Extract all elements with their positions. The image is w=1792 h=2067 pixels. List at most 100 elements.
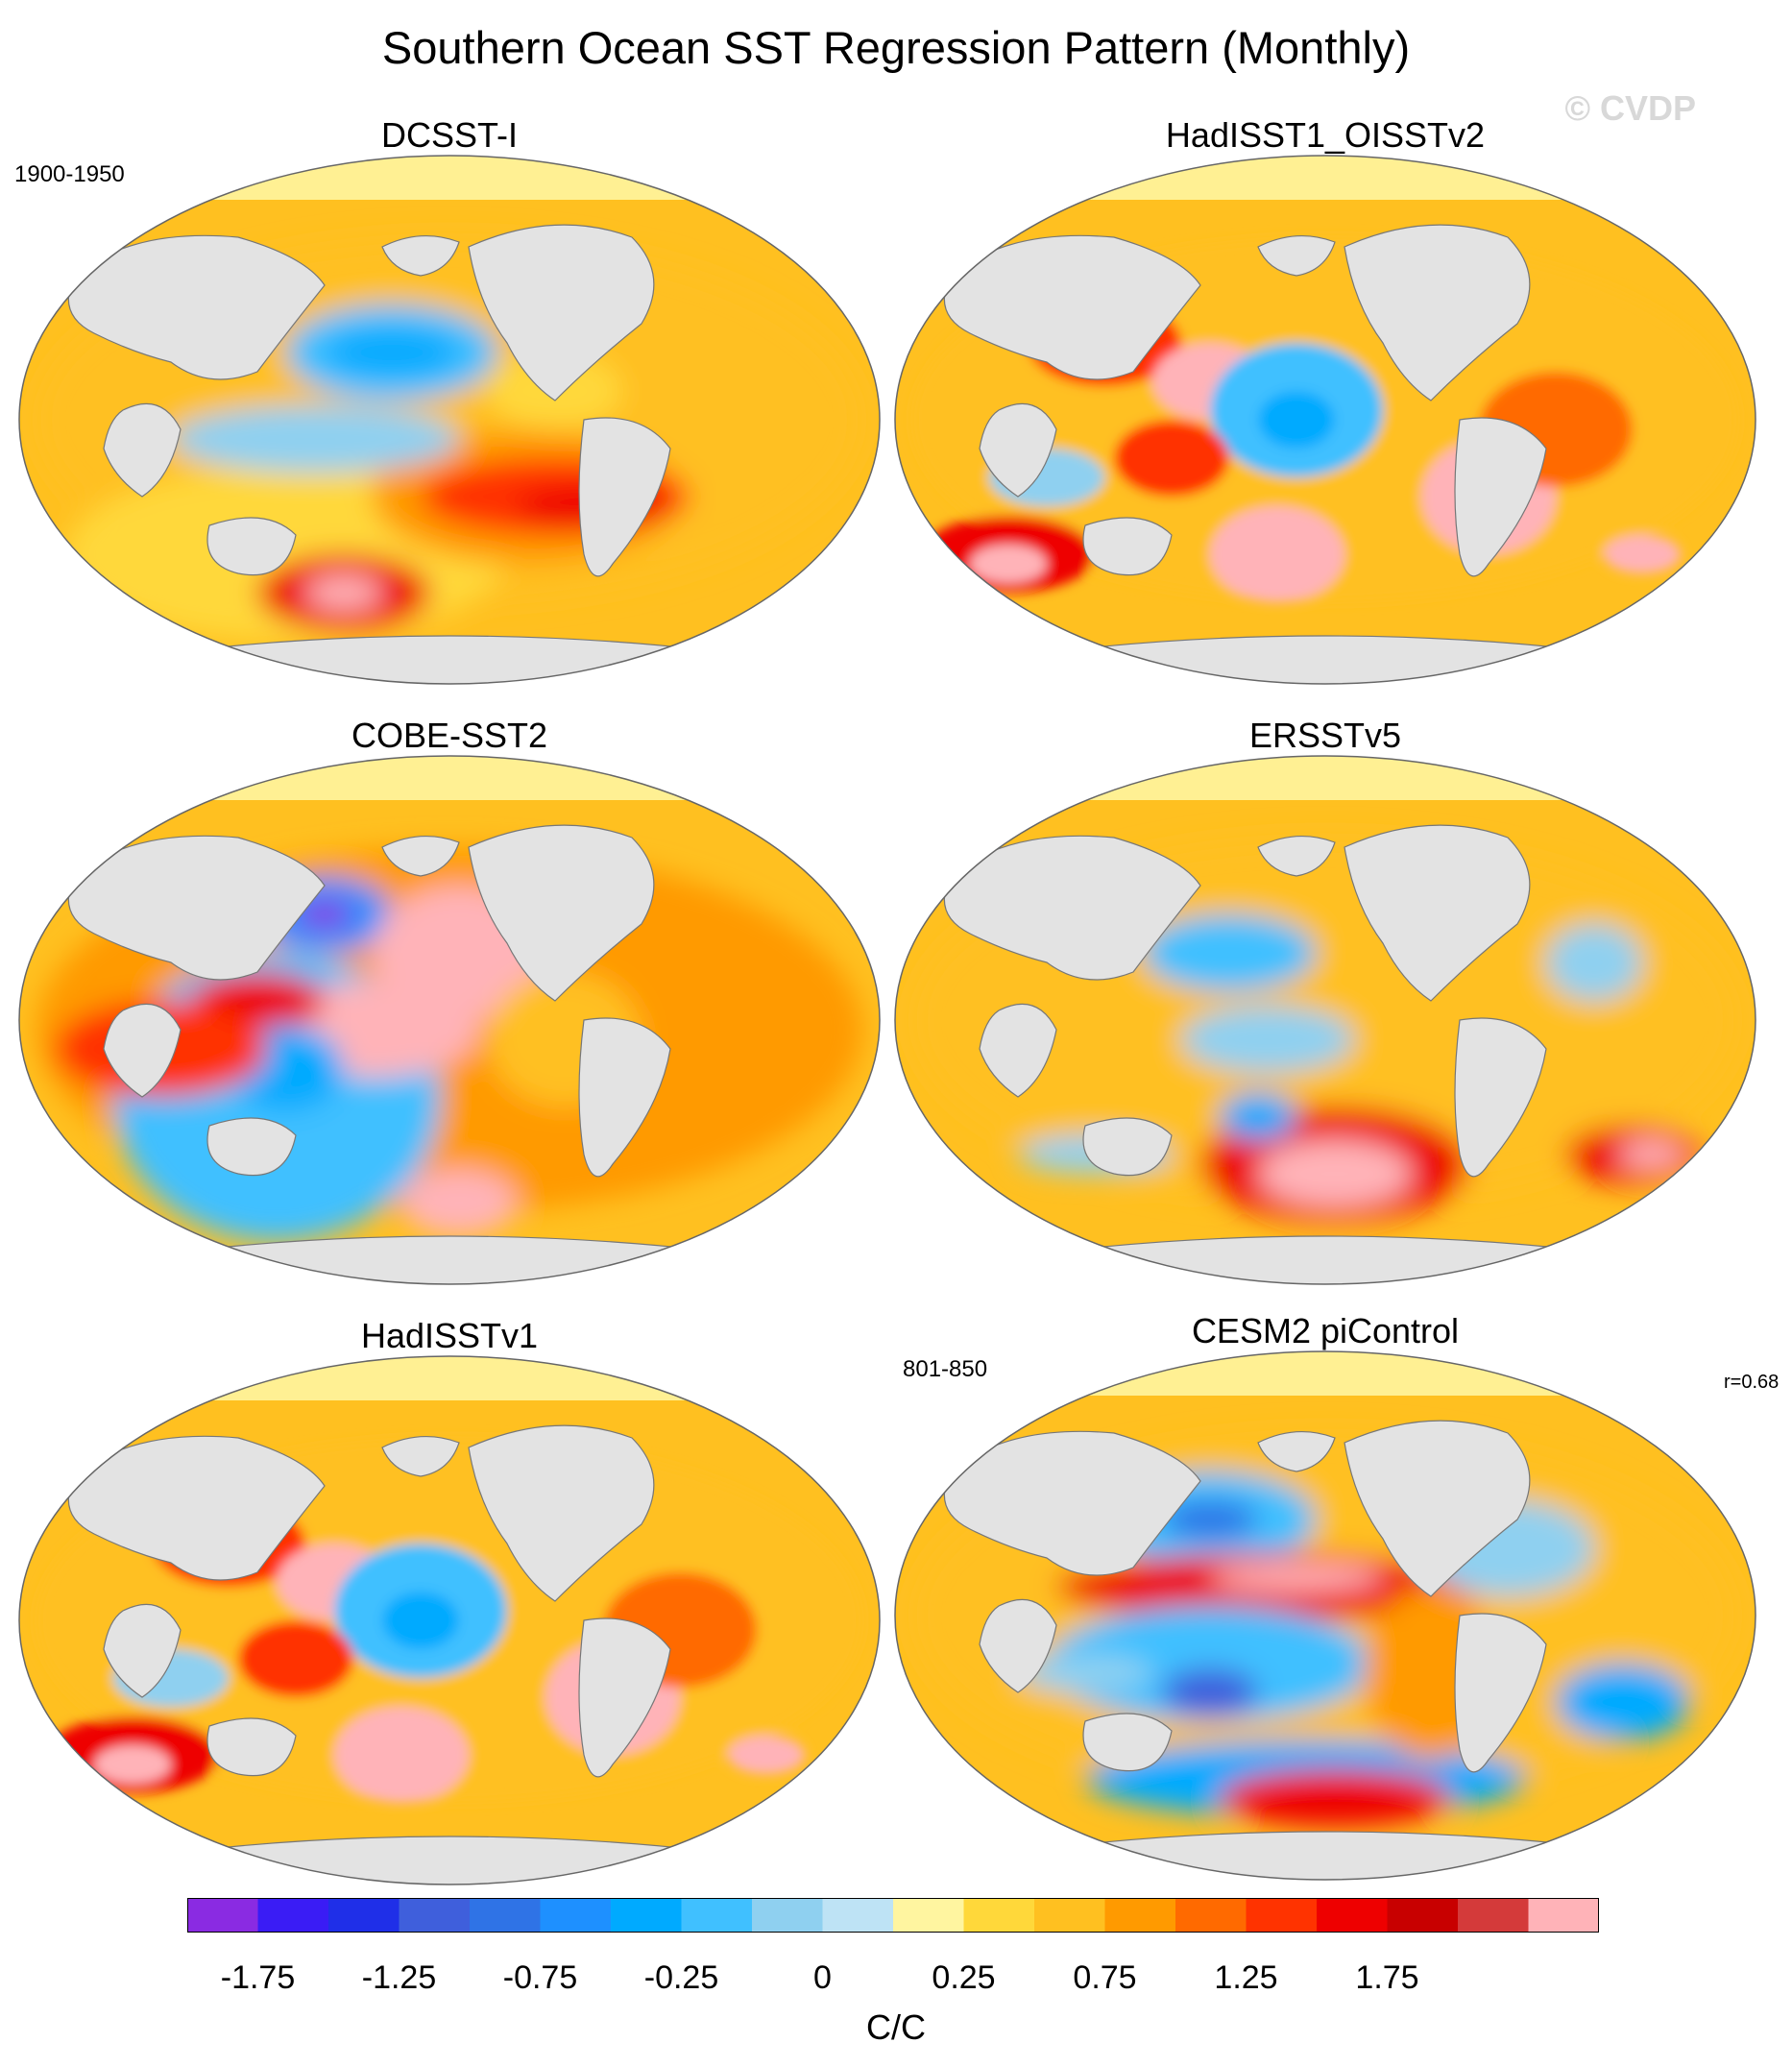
landmass — [1454, 1017, 1547, 1178]
map-frame — [894, 755, 1756, 1285]
sst-anomaly-region — [1210, 1564, 1383, 1591]
map-hadisstv1 — [18, 1355, 881, 1885]
map-cobe-sst2 — [18, 755, 881, 1285]
map-ersstv5 — [894, 755, 1756, 1285]
sst-anomaly-region — [171, 405, 459, 473]
colorbar-tick-label: 1.75 — [1355, 1959, 1419, 1996]
landmass — [1257, 836, 1336, 877]
landmass — [1344, 824, 1531, 1002]
landmass — [943, 1430, 1201, 1576]
colorbar-swatch — [1317, 1898, 1388, 1933]
colorbar-swatch — [257, 1898, 329, 1933]
sst-anomaly-region — [334, 1707, 469, 1803]
colorbar-tick-label: -0.75 — [502, 1959, 578, 1996]
sst-anomaly-region — [1114, 420, 1229, 497]
landmass — [578, 1017, 671, 1178]
map-frame — [894, 1350, 1756, 1881]
landmass — [381, 235, 460, 277]
sst-anomaly-region — [728, 1736, 805, 1774]
landmass — [1344, 1420, 1531, 1597]
sst-anomaly-region — [1258, 391, 1335, 449]
landmass — [1344, 224, 1531, 401]
landmass — [1082, 517, 1173, 576]
arctic-band — [19, 1356, 880, 1400]
arctic-band — [895, 1351, 1756, 1396]
panel-title: CESM2 piControl — [1191, 1311, 1460, 1350]
colorbar-swatch — [963, 1898, 1035, 1933]
map-dcssti — [18, 155, 881, 685]
colorbar-swatch — [1034, 1898, 1105, 1933]
sst-anomaly-region — [1210, 506, 1344, 602]
landmass — [1082, 1713, 1173, 1772]
colorbar-tick-label: -0.25 — [643, 1959, 719, 1996]
panel-ersstv5: ERSSTv5 — [893, 716, 1757, 1292]
landmass — [468, 224, 655, 401]
landmass — [1257, 235, 1336, 277]
landmass — [206, 1717, 297, 1777]
sst-anomaly-region — [1220, 1769, 1450, 1827]
sst-anomaly-region — [382, 1592, 459, 1649]
sst-anomaly-region — [1018, 1654, 1152, 1692]
landmass — [943, 835, 1201, 981]
sst-anomaly-region — [1604, 535, 1681, 573]
sst-anomaly-region — [305, 575, 382, 610]
sst-anomaly-region — [1546, 924, 1642, 1001]
sst-anomaly-region — [401, 1169, 517, 1236]
landmass — [381, 1436, 460, 1477]
landmass — [979, 1598, 1057, 1693]
sst-anomaly-region — [296, 901, 353, 928]
watermark: © CVDP — [1564, 88, 1696, 128]
landmass — [103, 402, 182, 498]
arctic-band — [895, 156, 1756, 200]
arctic-band — [895, 756, 1756, 800]
landmass — [468, 1424, 655, 1602]
landmass — [1065, 635, 1586, 684]
landmass — [67, 234, 326, 380]
colorbar-swatch — [752, 1898, 823, 1933]
landmass — [468, 824, 655, 1002]
colorbar — [187, 1898, 1599, 1933]
colorbar-swatch — [681, 1898, 753, 1933]
landmass — [979, 1003, 1057, 1098]
landmass — [381, 836, 460, 877]
sst-anomaly-region — [1181, 1006, 1354, 1073]
landmass — [189, 635, 710, 684]
sst-anomaly-region — [325, 328, 459, 377]
sst-anomaly-region — [1258, 1140, 1412, 1207]
panel-hadisstv1: HadISSTv1 — [17, 1316, 882, 1892]
panel-cesm2-picontrol: CESM2 piControl — [893, 1311, 1757, 1887]
colorbar-swatch — [1246, 1898, 1318, 1933]
colorbar-swatch — [611, 1898, 682, 1933]
landmass — [1082, 1117, 1173, 1177]
map-hadisst1-oisstv2 — [894, 155, 1756, 685]
landmass — [206, 517, 297, 576]
landmass — [1257, 1431, 1336, 1472]
colorbar-swatch — [1175, 1898, 1247, 1933]
colorbar-tick-label: 1.25 — [1214, 1959, 1278, 1996]
colorbar-swatch — [328, 1898, 400, 1933]
landmass — [206, 1117, 297, 1177]
colorbar-swatch — [470, 1898, 541, 1933]
colorbar-swatch — [822, 1898, 894, 1933]
landmass — [1065, 1831, 1586, 1880]
panel-title: HadISST1_OISSTv2 — [1165, 115, 1486, 155]
sst-anomaly-region — [1162, 1668, 1258, 1716]
model-period-label: 801-850 — [903, 1356, 988, 1382]
colorbar-swatch — [1387, 1898, 1459, 1933]
landmass — [67, 835, 326, 981]
colorbar-unit: C/C — [866, 2007, 926, 2047]
landmass — [103, 1603, 182, 1698]
sst-anomaly-region — [1162, 1500, 1258, 1539]
landmass — [578, 1617, 671, 1778]
sst-anomaly-region — [1556, 1664, 1690, 1740]
figure-title: Southern Ocean SST Regression Pattern (M… — [381, 22, 1411, 73]
obs-period-label: 1900-1950 — [14, 161, 125, 187]
colorbar-swatch — [1458, 1898, 1529, 1933]
landmass — [67, 1435, 326, 1581]
colorbar-swatch — [893, 1898, 964, 1933]
map-frame — [18, 755, 881, 1285]
landmass — [979, 402, 1057, 498]
map-frame — [18, 155, 881, 685]
panel-title: ERSSTv5 — [1248, 716, 1402, 755]
sst-anomaly-region — [1047, 1606, 1373, 1721]
